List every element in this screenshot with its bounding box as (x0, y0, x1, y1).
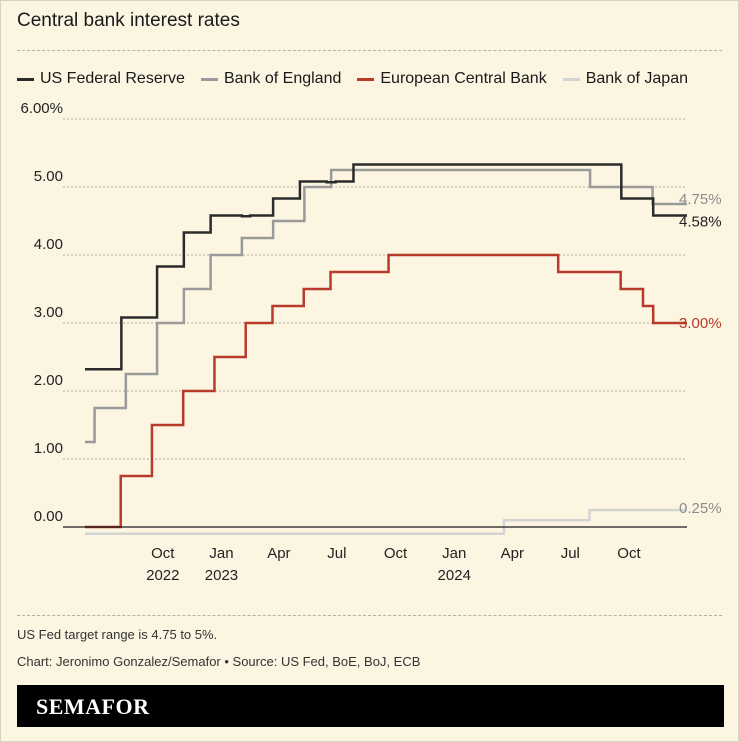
legend-label: European Central Bank (380, 70, 547, 87)
x-tick-label: Jan (442, 545, 466, 562)
series-line-us-federal-reserve (85, 163, 687, 371)
legend-item-bank-of-england: Bank of England (200, 70, 342, 88)
x-tick-label: Jan (209, 545, 233, 562)
y-tick-label: 3.00 (34, 304, 63, 321)
x-tick-year-label: 2022 (146, 567, 179, 584)
legend-item-us-federal-reserve: US Federal Reserve (17, 70, 185, 88)
legend-swatch (562, 77, 580, 81)
legend: US Federal Reserve Bank of England Europ… (17, 70, 704, 88)
line-chart: 0.00 1.00 2.00 3.00 4.00 5.00 6.00% Oct 2022 Jan 2… (20, 101, 722, 584)
x-tick-label: Oct (384, 545, 408, 562)
chart-note: US Fed target range is 4.75 to 5%. (17, 627, 218, 642)
x-tick-label: Oct (617, 545, 641, 562)
chart-title: Central bank interest rates (17, 10, 240, 31)
x-tick-year-label: 2024 (438, 567, 471, 584)
semafor-logo: SEMAFOR (36, 694, 150, 719)
y-tick-label: 0.00 (34, 508, 63, 525)
legend-label: US Federal Reserve (40, 70, 185, 87)
end-label: 0.25% (679, 500, 722, 517)
x-tick-label: Apr (501, 545, 524, 562)
y-tick-label: 2.00 (34, 372, 63, 389)
legend-label: Bank of Japan (585, 70, 688, 87)
legend-label: Bank of England (223, 70, 342, 87)
end-label: 4.75% (679, 191, 722, 208)
header-divider (17, 50, 722, 51)
legend-item-european-central-bank: European Central Bank (357, 70, 547, 88)
x-tick-year-label: 2023 (205, 567, 238, 584)
x-tick-label: Jul (327, 545, 346, 562)
end-label: 3.00% (679, 315, 722, 332)
series-line-bank-of-england (85, 168, 687, 444)
series-line-bank-of-japan (85, 508, 687, 536)
y-tick-label: 5.00 (34, 168, 63, 185)
legend-swatch (17, 77, 34, 81)
x-tick-label: Jul (561, 545, 580, 562)
y-tick-label: 4.00 (34, 236, 63, 253)
legend-item-bank-of-japan: Bank of Japan (562, 70, 688, 88)
end-label: 4.58% (679, 214, 722, 231)
y-tick-label: 1.00 (34, 440, 63, 457)
footer-divider (17, 615, 722, 616)
brand-bar: SEMAFOR (17, 685, 724, 727)
chart-credit: Chart: Jeronimo Gonzalez/Semafor • Sourc… (17, 654, 421, 669)
legend-swatch (357, 77, 375, 81)
x-tick-label: Apr (267, 545, 290, 562)
series-line-european-central-bank (85, 253, 687, 529)
legend-swatch (200, 77, 218, 81)
y-tick-label: 6.00% (20, 101, 63, 117)
x-tick-label: Oct (151, 545, 175, 562)
